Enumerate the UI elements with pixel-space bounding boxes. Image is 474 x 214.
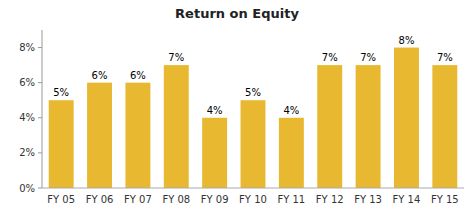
bar: [432, 65, 457, 188]
x-tick-label: FY 09: [201, 194, 229, 205]
chart-svg: Return on Equity0%2%4%6%8%FY 05FY 06FY 0…: [0, 0, 474, 214]
bar: [317, 65, 342, 188]
y-tick: [38, 47, 42, 48]
data-label: 7%: [168, 52, 184, 63]
y-tick-label: 6%: [19, 77, 35, 88]
bar: [125, 83, 150, 188]
x-tick-label: FY 08: [162, 194, 190, 205]
y-tick-label: 0%: [19, 183, 35, 194]
data-label: 5%: [53, 87, 69, 98]
data-label: 6%: [130, 70, 146, 81]
data-label: 5%: [245, 87, 261, 98]
y-tick: [38, 152, 42, 153]
x-tick-label: FY 05: [47, 194, 75, 205]
bar: [394, 48, 419, 188]
data-label: 7%: [437, 52, 453, 63]
x-tick-label: FY 12: [316, 194, 344, 205]
data-label: 6%: [92, 70, 108, 81]
x-tick-label: FY 06: [86, 194, 114, 205]
data-label: 4%: [283, 105, 299, 116]
data-label: 4%: [207, 105, 223, 116]
data-label: 7%: [360, 52, 376, 63]
y-tick: [38, 82, 42, 83]
x-tick-label: FY 15: [431, 194, 459, 205]
data-label: 8%: [399, 35, 415, 46]
x-tick-label: FY 07: [124, 194, 152, 205]
bar: [279, 118, 304, 188]
bar: [202, 118, 227, 188]
title: Return on Equity: [175, 6, 299, 21]
y-axis: 0% 2% 4% 6% 8%: [19, 30, 42, 194]
bar: [49, 100, 74, 188]
y-axis-line: [42, 30, 43, 188]
y-tick: [38, 188, 42, 189]
bar: [356, 65, 381, 188]
y-tick: [38, 117, 42, 118]
x-axis: FY 05 FY 06 FY 07 FY 08 FY 09 FY 10 FY 11 FY 12…: [47, 194, 458, 205]
bars: [49, 48, 458, 188]
data-label: 7%: [322, 52, 338, 63]
x-tick-label: FY 11: [277, 194, 305, 205]
y-tick-label: 8%: [19, 42, 35, 53]
data-labels: 5% 6% 6% 7% 4% 5% 4% 7% 7% 8% 7%: [53, 35, 453, 116]
y-tick-label: 2%: [19, 147, 35, 158]
y-tick-label: 4%: [19, 112, 35, 123]
x-tick-label: FY 10: [239, 194, 267, 205]
bar: [164, 65, 189, 188]
bar: [87, 83, 112, 188]
bar: [241, 100, 266, 188]
x-tick-label: FY 14: [393, 194, 421, 205]
x-axis-line: [42, 188, 464, 189]
x-tick-label: FY 13: [354, 194, 382, 205]
chart-container: Return on Equity0%2%4%6%8%FY 05FY 06FY 0…: [0, 0, 474, 214]
